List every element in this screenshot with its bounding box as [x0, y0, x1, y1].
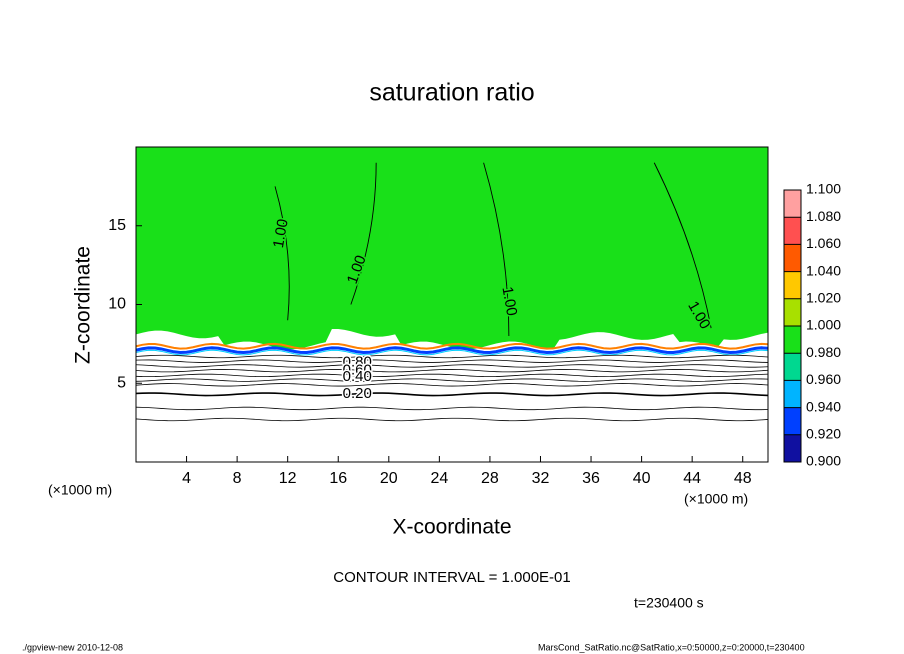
- colorbar-band: [784, 190, 801, 218]
- x-tick-label: 48: [734, 470, 752, 487]
- colorbar-band: [784, 434, 801, 462]
- contour-line: [653, 162, 712, 329]
- contour-line: [136, 373, 768, 378]
- contour-line: [136, 383, 768, 387]
- colorbar-label: 0.980: [806, 344, 841, 360]
- colorbar-band: [784, 353, 801, 381]
- colorbar-band: [784, 407, 801, 435]
- contour-label: 0.20: [343, 385, 372, 402]
- contour-label: 0.40: [343, 368, 372, 385]
- contour-line: [136, 364, 768, 368]
- field: [136, 147, 768, 462]
- colorbar-label: 0.940: [806, 398, 841, 414]
- colorbar-band: [784, 298, 801, 326]
- contour-line: [274, 186, 290, 321]
- y-axis-label: Z-coordinate: [72, 246, 95, 364]
- contour-line: [136, 406, 768, 411]
- x-tick-label: 16: [329, 470, 347, 487]
- edge-band: [136, 346, 768, 355]
- contour-line: [136, 359, 768, 363]
- y-tick-label: 5: [117, 374, 126, 391]
- contour-line: [136, 417, 768, 422]
- x-tick-label: 36: [582, 470, 600, 487]
- colorbar-band: [784, 271, 801, 299]
- colorbar-band: [784, 380, 801, 408]
- x-tick-label: 32: [532, 470, 550, 487]
- x-unit: (×1000 m): [684, 491, 748, 507]
- contour-line: [483, 162, 510, 337]
- contour-label: 0.60: [343, 362, 372, 379]
- contour-line: [136, 392, 768, 397]
- chart-title: saturation ratio: [369, 79, 534, 107]
- x-unit: (×1000 m): [48, 482, 112, 498]
- contour-interval: CONTOUR INTERVAL = 1.000E-01: [333, 569, 570, 586]
- colorbar-band: [784, 217, 801, 245]
- y-tick-label: 15: [108, 217, 126, 234]
- x-tick-label: 40: [633, 470, 651, 487]
- contour-line: [136, 368, 768, 373]
- x-tick-label: 28: [481, 470, 499, 487]
- x-tick-label: 12: [279, 470, 297, 487]
- colorbar-label: 1.100: [806, 181, 841, 197]
- colorbar-band: [784, 244, 801, 272]
- x-axis-label: X-coordinate: [392, 516, 511, 539]
- colorbar-label: 1.000: [806, 317, 841, 333]
- x-tick-label: 4: [182, 470, 191, 487]
- colorbar-label: 1.080: [806, 208, 841, 224]
- time-label: t=230400 s: [634, 595, 704, 611]
- x-tick-label: 44: [683, 470, 701, 487]
- contour-line: [350, 162, 377, 305]
- contour-label: 0.80: [343, 354, 372, 371]
- y-tick-label: 10: [108, 296, 126, 313]
- colorbar-label: 0.920: [806, 426, 841, 442]
- edge-band: [136, 349, 768, 356]
- colorbar-label: 1.040: [806, 262, 841, 278]
- colorbar-band: [784, 326, 801, 354]
- colorbar-label: 1.060: [806, 235, 841, 251]
- colorbar-label: 0.960: [806, 371, 841, 387]
- x-tick-label: 8: [233, 470, 242, 487]
- x-tick-label: 24: [430, 470, 448, 487]
- colorbar-label: 1.020: [806, 290, 841, 306]
- x-tick-label: 20: [380, 470, 398, 487]
- contour-line: [136, 378, 768, 382]
- footer-left: ./gpview-new 2010-12-08: [22, 642, 123, 652]
- edge-band: [136, 342, 768, 350]
- footer-right: MarsCond_SatRatio.nc@SatRatio,x=0:50000,…: [538, 642, 805, 652]
- colorbar-label: 0.900: [806, 453, 841, 469]
- contour-line: [136, 354, 768, 359]
